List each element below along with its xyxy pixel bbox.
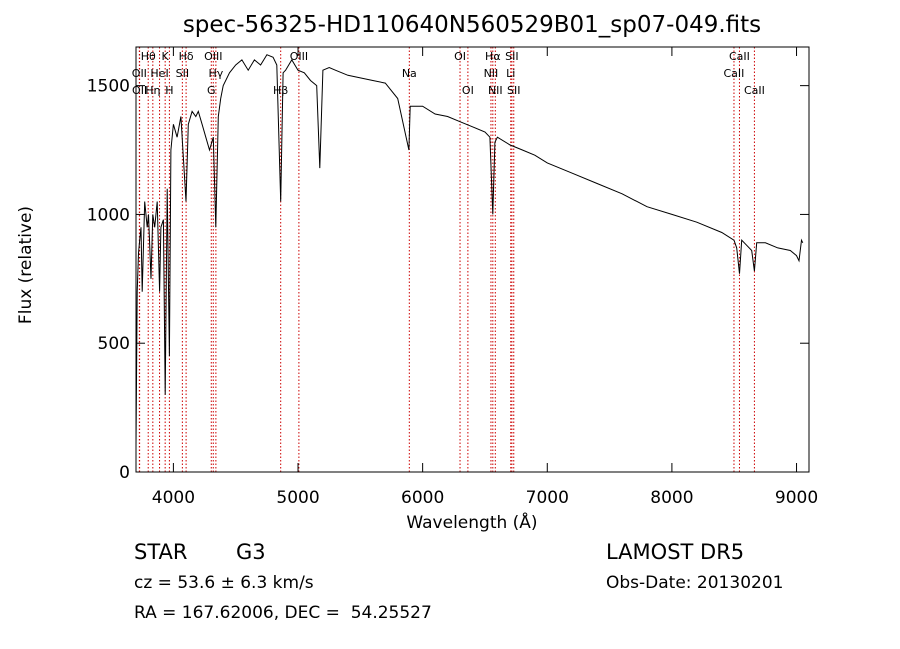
x-tick-label: 5000: [276, 488, 319, 508]
spectrum-line: [135, 54, 804, 447]
x-tick-label: 7000: [526, 488, 569, 508]
line-label-hα: Hα: [485, 50, 501, 63]
line-label-na: Na: [402, 67, 417, 80]
y-tick-label: 1000: [87, 205, 130, 225]
line-label-oiii: OIII: [290, 50, 308, 63]
line-label-oi: OI: [454, 50, 466, 63]
line-label-li: Li: [506, 67, 515, 80]
line-label-caii: CaII: [744, 84, 765, 97]
line-label-sii: SII: [507, 84, 520, 97]
survey-label: LAMOST DR5: [606, 540, 745, 564]
y-tick-label: 0: [119, 463, 130, 483]
line-label-caii: CaII: [724, 67, 745, 80]
line-label-caii: CaII: [729, 50, 750, 63]
observation-date: Obs-Date: 20130201: [606, 573, 784, 593]
line-label-g: G: [207, 84, 216, 97]
line-label-hθ: Hθ: [141, 50, 156, 63]
y-axis: 0 500 1000 1500: [87, 77, 809, 483]
line-label-h: H: [165, 84, 173, 97]
line-label-k: K: [162, 50, 170, 63]
y-tick-label: 500: [98, 334, 130, 354]
object-subclass: G3: [236, 540, 266, 564]
line-label-oi: OI: [462, 84, 474, 97]
x-tick-label: 4000: [152, 488, 195, 508]
x-axis: 4000 5000 6000 7000 8000 9000: [152, 47, 818, 508]
x-tick-label: 8000: [650, 488, 693, 508]
x-tick-label: 6000: [401, 488, 444, 508]
x-tick-label: 9000: [775, 488, 818, 508]
chart-title: spec-56325-HD110640N560529B01_sp07-049.f…: [183, 12, 761, 38]
line-label-hγ: Hγ: [208, 67, 223, 80]
spectral-line-markers: [138, 47, 755, 472]
line-label-hη: Hη: [145, 84, 160, 97]
redshift-velocity: cz = 53.6 ± 6.3 km/s: [134, 573, 314, 593]
line-label-hβ: Hβ: [273, 84, 288, 97]
line-label-sii: SII: [176, 67, 189, 80]
y-axis-label: Flux (relative): [16, 206, 36, 324]
plot-frame: [135, 46, 810, 473]
line-label-hδ: Hδ: [179, 50, 194, 63]
object-class: STAR: [134, 540, 188, 564]
x-axis-label: Wavelength (Å): [406, 511, 537, 533]
line-label-sii: SII: [505, 50, 518, 63]
line-label-oii: OII: [132, 67, 147, 80]
coordinates: RA = 167.62006, DEC = 54.25527: [134, 603, 432, 623]
line-label-hei: HeI: [150, 67, 168, 80]
y-tick-label: 1500: [87, 77, 130, 97]
line-label-oiii: OIII: [204, 50, 222, 63]
line-label-nii: NII: [488, 84, 503, 97]
spectral-line-labels: OIIOIIHθHηHeIKHSIIHδGOIIIHγHβOIIINaOIOIN…: [132, 50, 765, 97]
line-label-nii: NII: [484, 67, 499, 80]
